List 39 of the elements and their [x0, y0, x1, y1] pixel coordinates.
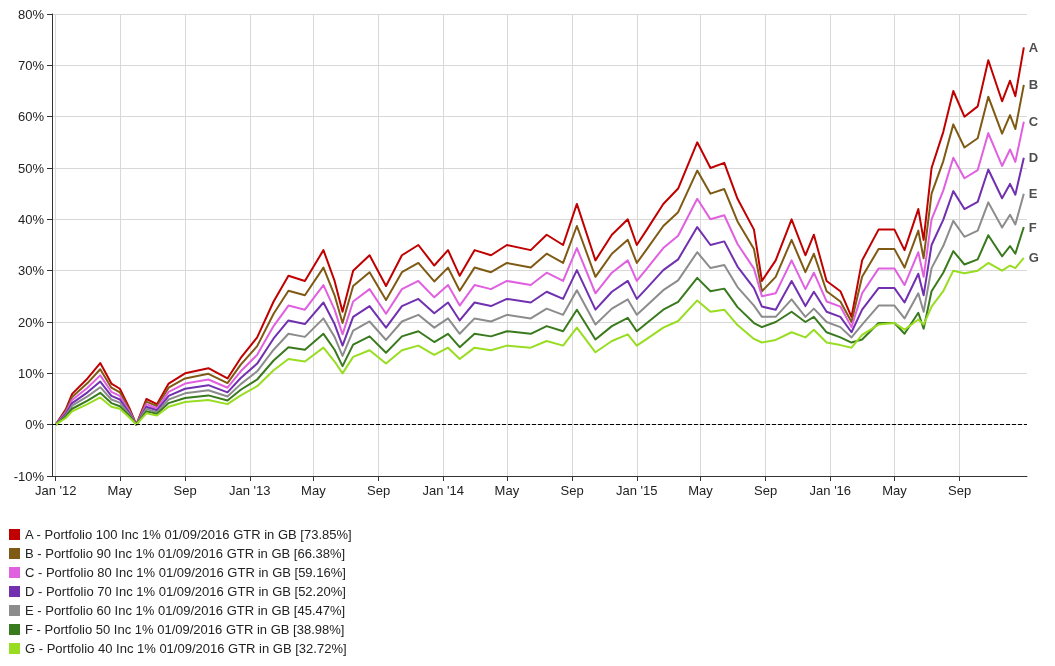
annotation: G — [1028, 250, 1039, 266]
y-tick-label: 60% — [17, 109, 45, 125]
x-tick-label: Sep — [367, 483, 391, 498]
y-tick-label: 30% — [17, 263, 45, 279]
y-tick-label: 10% — [17, 365, 45, 381]
y-tick-label: -10% — [13, 468, 45, 484]
annotation: C — [1028, 114, 1039, 130]
legend-label: G - Portfolio 40 Inc 1% 01/09/2016 GTR in GB [32.72%] — [25, 641, 347, 656]
x-tick-label: Sep — [754, 483, 778, 498]
legend-label: D - Portfolio 70 Inc 1% 01/09/2016 GTR in GB [52.20%] — [25, 584, 346, 599]
x-tick-label: Sep — [560, 483, 584, 498]
x-tick-label: Jan '16 — [809, 483, 852, 498]
y-tick-label: 0% — [25, 417, 45, 433]
x-tick-label: May — [882, 483, 908, 498]
legend-label: A - Portfolio 100 Inc 1% 01/09/2016 GTR in GB [73.85%] — [25, 527, 352, 542]
y-tick-label: 40% — [17, 211, 45, 227]
legend-label: E - Portfolio 60 Inc 1% 01/09/2016 GTR in GB [45.47%] — [25, 603, 346, 618]
annotation: B — [1028, 77, 1039, 93]
legend-label: B - Portfolio 90 Inc 1% 01/09/2016 GTR in GB [66.38%] — [25, 546, 346, 561]
x-tick-label: Jan '13 — [229, 483, 271, 498]
legend-label: F - Portfolio 50 Inc 1% 01/09/2016 GTR in GB [38.98%] — [25, 622, 345, 637]
x-tick-label: May — [494, 483, 520, 498]
x-tick-label: May — [688, 483, 714, 498]
legend-label: C - Portfolio 80 Inc 1% 01/09/2016 GTR in GB [59.16%] — [25, 565, 346, 580]
annotation: A — [1028, 39, 1039, 55]
x-tick-label: Jan '14 — [422, 483, 465, 498]
y-tick-label: 20% — [17, 314, 45, 330]
annotation: D — [1028, 150, 1039, 166]
x-tick-label: May — [301, 483, 327, 498]
x-tick-label: Jan '15 — [616, 483, 658, 498]
x-tick-label: Sep — [948, 483, 972, 498]
y-tick-label: 80% — [17, 6, 45, 22]
y-tick-label: 50% — [17, 160, 45, 176]
annotation: F — [1028, 219, 1037, 235]
annotation: E — [1028, 186, 1038, 202]
x-tick-label: Sep — [173, 483, 197, 498]
x-tick-label: Jan '12 — [34, 483, 77, 498]
y-tick-label: 70% — [17, 57, 45, 73]
x-tick-label: May — [107, 483, 133, 498]
